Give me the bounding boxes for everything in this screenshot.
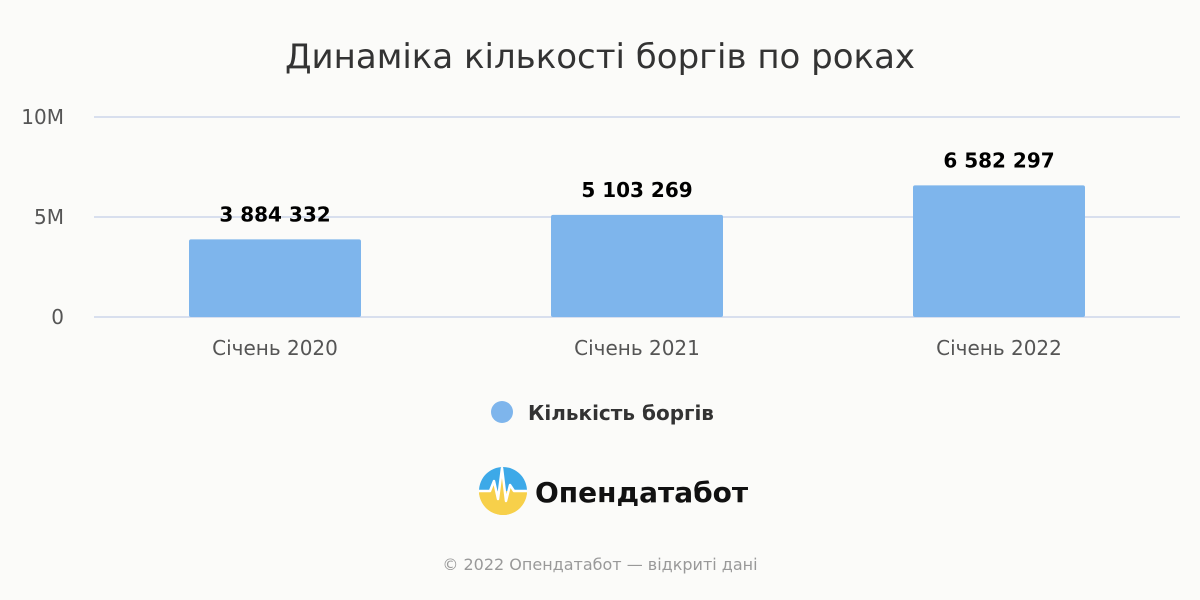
x-tick-label: Січень 2020	[212, 336, 338, 360]
data-labels: 3 884 332 5 103 269 6 582 297	[219, 148, 1054, 226]
x-axis-ticks: Січень 2020 Січень 2021 Січень 2022	[212, 336, 1062, 360]
bar-1[interactable]	[189, 239, 361, 317]
y-tick-label: 0	[51, 305, 64, 329]
opendatabot-logo-icon	[479, 467, 527, 515]
y-tick-label: 5M	[34, 205, 64, 229]
chart-title: Динаміка кількості боргів по роках	[285, 37, 915, 77]
y-axis-ticks: 0 5M 10M	[21, 105, 64, 329]
bar-2[interactable]	[551, 214, 723, 317]
legend-label[interactable]: Кількість боргів	[528, 401, 714, 425]
brand-name: Опендатабот	[535, 476, 749, 509]
data-label: 5 103 269	[581, 178, 692, 202]
legend-marker[interactable]	[491, 401, 513, 423]
bar-3[interactable]	[913, 185, 1085, 317]
x-tick-label: Січень 2022	[936, 336, 1062, 360]
data-label: 6 582 297	[943, 148, 1054, 172]
x-tick-label: Січень 2021	[574, 336, 700, 360]
footer-copyright: © 2022 Опендатабот — відкриті дані	[442, 555, 757, 574]
y-tick-label: 10M	[21, 105, 64, 129]
bars	[189, 185, 1085, 317]
data-label: 3 884 332	[219, 202, 330, 226]
legend[interactable]: Кількість боргів	[491, 401, 714, 425]
